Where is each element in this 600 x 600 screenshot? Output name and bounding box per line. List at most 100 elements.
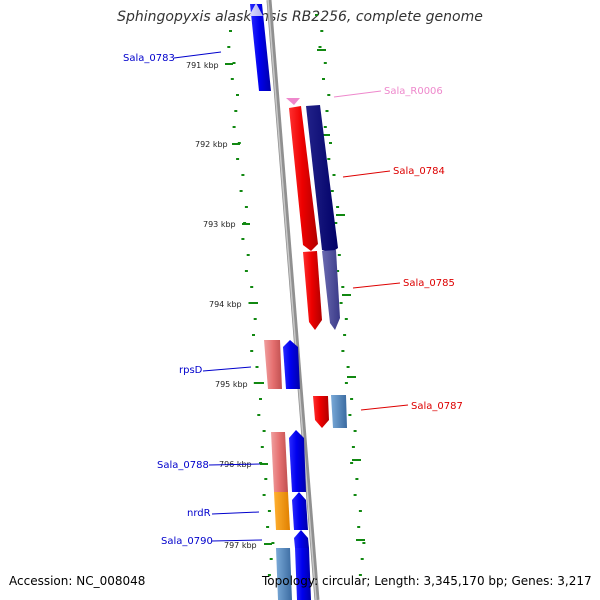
gc-dot <box>362 542 366 544</box>
gc-dot <box>330 190 334 192</box>
gc-dot <box>236 158 240 160</box>
gc-dot <box>239 190 243 192</box>
gc-dot <box>329 142 332 144</box>
leader-line-sala-r0006 <box>333 90 382 98</box>
leader-line-sala-0790 <box>211 539 263 542</box>
gc-dot <box>232 126 236 128</box>
gc-dot <box>344 318 348 320</box>
gene-features <box>249 3 347 600</box>
gene-feature-sala-0788-salmon[interactable] <box>271 432 288 492</box>
gc-dot <box>230 78 234 80</box>
gc-dot <box>252 334 255 336</box>
gene-label-sala-0785[interactable]: Sala_0785 <box>403 278 455 289</box>
gc-dot <box>246 254 250 256</box>
gene-feature-sala-0783-head <box>249 3 263 16</box>
gene-feature-sala-0787-outer[interactable] <box>331 395 347 428</box>
gene-feature-sala-0784[interactable] <box>289 106 318 251</box>
gene-feature-rpsd[interactable] <box>283 340 300 389</box>
gc-dot <box>353 494 357 496</box>
gc-dot <box>341 286 345 288</box>
gc-dot <box>269 558 273 560</box>
gc-dot <box>236 94 239 96</box>
gc-dot <box>336 270 340 272</box>
gene-feature-sala-0788[interactable] <box>289 430 306 492</box>
genome-backbone-highlight <box>267 0 317 600</box>
gc-dot <box>267 574 271 576</box>
gene-label-sala-0783[interactable]: Sala_0783 <box>123 53 175 64</box>
gc-dot <box>350 462 354 464</box>
tick-label-791: 791 kbp <box>186 61 219 70</box>
gc-dot <box>244 270 248 272</box>
gc-dot <box>257 414 261 416</box>
gene-label-sala-0784[interactable]: Sala_0784 <box>393 166 445 177</box>
tick-label-795: 795 kbp <box>215 380 248 389</box>
tick-label-792: 792 kbp <box>195 140 228 149</box>
gc-dot <box>232 62 236 64</box>
gene-feature-sala-0790-blue[interactable] <box>295 548 311 600</box>
tick-label-793: 793 kbp <box>203 220 236 229</box>
topology-label: Topology: circular; Length: 3,345,170 bp… <box>262 574 592 588</box>
genome-backbone <box>266 0 320 600</box>
gc-dot <box>343 334 347 336</box>
gene-feature-sala-0785-outer[interactable] <box>322 250 340 330</box>
gc-dot <box>229 30 232 32</box>
gc-dot <box>323 62 327 64</box>
gene-feature-sala-0787[interactable] <box>313 396 329 428</box>
gene-feature-sala-0784-outer[interactable] <box>306 105 338 253</box>
leader-line-sala-0785 <box>352 282 401 289</box>
leader-line-sala-0787 <box>360 404 409 411</box>
gc-dot <box>346 366 350 368</box>
gc-dot <box>336 206 340 208</box>
gc-dot <box>250 350 254 352</box>
gc-dot <box>227 46 231 48</box>
gc-dot <box>360 558 364 560</box>
gc-dot <box>267 510 271 512</box>
gc-dot <box>323 126 327 128</box>
gene-feature-sala-0785[interactable] <box>303 251 322 330</box>
gc-dot <box>241 238 245 240</box>
gc-dot <box>264 478 268 480</box>
gene-label-sala-0790[interactable]: Sala_0790 <box>161 536 213 547</box>
gene-feature-rpsd-salmon[interactable] <box>264 340 282 389</box>
gc-dot <box>320 30 324 32</box>
gc-dot <box>348 414 352 416</box>
gc-dot <box>327 94 331 96</box>
leader-line-sala-0783 <box>173 51 222 59</box>
gene-feature-sala-0783[interactable] <box>250 4 271 91</box>
gene-label-sala-0788[interactable]: Sala_0788 <box>157 460 209 471</box>
gene-label-sala-r0006[interactable]: Sala_R0006 <box>384 86 443 97</box>
gc-dot-track-right <box>315 14 366 576</box>
gc-dot <box>255 366 259 368</box>
accession-label: Accession: NC_008048 <box>9 574 146 588</box>
gene-feature-sala-0790-steel[interactable] <box>276 548 292 600</box>
gc-dot <box>351 446 355 448</box>
gc-dot <box>332 174 336 176</box>
gene-label-nrdr[interactable]: nrdR <box>187 508 211 519</box>
gc-dot <box>325 110 329 112</box>
gene-feature-sala-r0006[interactable] <box>286 98 300 105</box>
gene-feature-nrdr[interactable] <box>292 492 308 530</box>
page-title: Sphingopyxis alaskensis RB2256, complete… <box>117 9 483 25</box>
leader-line-rpsd <box>202 366 252 372</box>
gene-label-rpsd[interactable]: rpsD <box>179 365 203 376</box>
leader-line-nrdr <box>211 511 260 515</box>
tick-label-794: 794 kbp <box>209 300 242 309</box>
gc-dot <box>318 46 322 48</box>
gene-leader-lines <box>173 51 409 542</box>
gc-dot <box>358 510 362 512</box>
gene-labels: Sala_0783 Sala_R0006 Sala_0784 Sala_0785… <box>123 53 463 547</box>
gc-dot <box>250 286 254 288</box>
gene-feature-nrdr-orange[interactable] <box>274 492 290 530</box>
gene-label-sala-0787[interactable]: Sala_0787 <box>411 401 463 412</box>
gc-dot <box>339 302 343 304</box>
gc-dot <box>260 446 264 448</box>
gc-dot <box>253 382 257 384</box>
gene-feature-sala-0790[interactable] <box>294 530 309 548</box>
gc-dot <box>244 206 248 208</box>
gc-dot <box>253 318 257 320</box>
leader-line-sala-0788 <box>208 463 261 466</box>
gc-dot <box>266 526 270 528</box>
gc-dot <box>262 494 266 496</box>
gc-dot <box>350 398 354 400</box>
gc-dot <box>322 78 325 80</box>
